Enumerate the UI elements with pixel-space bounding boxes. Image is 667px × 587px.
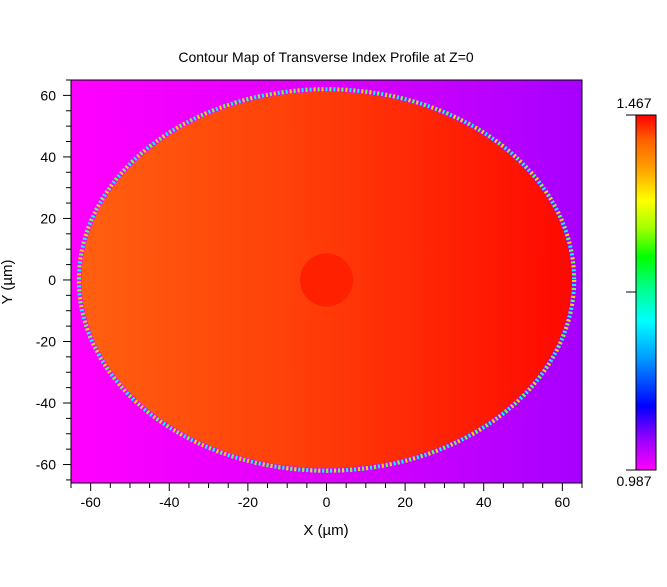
x-axis: -60 -40 -20 0 20 40 60 [70, 483, 583, 510]
y-tick-label: -60 [36, 457, 56, 473]
plot-area [71, 80, 582, 483]
x-tick-label: -20 [238, 494, 258, 510]
y-tick-label: 60 [40, 87, 56, 103]
y-tick-label: -40 [36, 395, 56, 411]
colorbar: 1.467 0.987 [616, 95, 657, 489]
colorbar-min-label: 0.987 [616, 473, 651, 489]
colorbar-max-label: 1.467 [616, 95, 651, 111]
x-tick-label: -60 [81, 494, 101, 510]
y-axis: 60 40 20 0 -20 -40 -60 [36, 79, 71, 481]
x-tick-label: 20 [397, 494, 413, 510]
y-axis-label: Y (µm) [0, 259, 16, 304]
chart-title: Contour Map of Transverse Index Profile … [178, 49, 474, 65]
y-tick-label: 0 [48, 272, 56, 288]
x-tick-label: -40 [159, 494, 179, 510]
colorbar-scale [636, 115, 656, 470]
x-tick-label: 0 [323, 494, 331, 510]
cladding-boundary-ring-accent-2 [76, 87, 577, 473]
x-tick-label: 40 [476, 494, 492, 510]
x-axis-label: X (µm) [303, 522, 348, 539]
y-tick-label: 40 [40, 149, 56, 165]
x-tick-label: 60 [555, 494, 571, 510]
y-tick-label: 20 [40, 210, 56, 226]
core-region [299, 253, 354, 307]
y-tick-label: -20 [36, 333, 56, 349]
